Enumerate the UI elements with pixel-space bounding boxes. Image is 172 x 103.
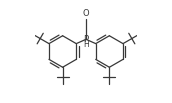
Text: P: P: [83, 35, 89, 44]
Text: H: H: [83, 40, 89, 49]
Text: O: O: [83, 9, 89, 18]
